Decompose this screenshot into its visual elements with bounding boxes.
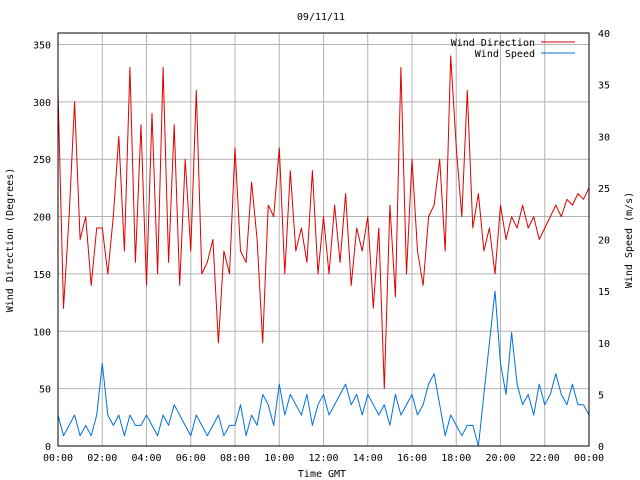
y-right-axis-label: Wind Speed (m/s) bbox=[624, 192, 635, 288]
y-left-tick-label: 0 bbox=[45, 442, 51, 453]
x-tick-label: 10:00 bbox=[264, 453, 294, 464]
y-left-tick-label: 50 bbox=[39, 385, 51, 396]
y-left-tick-labels: 0 50 100 150 200 250 300 350 bbox=[33, 40, 51, 453]
y-left-axis-label: Wind Direction (Degrees) bbox=[5, 168, 16, 313]
grid bbox=[58, 33, 589, 446]
x-tick-label: 04:00 bbox=[131, 453, 161, 464]
y-left-tick-label: 350 bbox=[33, 40, 51, 51]
chart-title: 09/11/11 bbox=[297, 12, 345, 23]
plot-frame bbox=[57, 32, 590, 447]
x-tick-label: 20:00 bbox=[485, 453, 515, 464]
series-line-wind-speed bbox=[57, 290, 590, 447]
x-tick-label: 08:00 bbox=[220, 453, 250, 464]
y-left-tick-label: 100 bbox=[33, 327, 51, 338]
y-right-tick-label: 30 bbox=[598, 132, 610, 143]
x-tick-label: 06:00 bbox=[176, 453, 206, 464]
y-right-tick-label: 15 bbox=[598, 287, 610, 298]
x-tick-label: 02:00 bbox=[87, 453, 117, 464]
x-tick-label: 14:00 bbox=[353, 453, 383, 464]
y-left-tick-label: 150 bbox=[33, 270, 51, 281]
y-right-tick-label: 20 bbox=[598, 236, 610, 247]
x-tick-label: 18:00 bbox=[441, 453, 471, 464]
y-right-tick-label: 0 bbox=[598, 442, 604, 453]
series-layer bbox=[57, 55, 590, 447]
x-tick-label: 00:00 bbox=[574, 453, 604, 464]
legend: Wind Direction Wind Speed bbox=[451, 38, 575, 60]
x-tick-label: 00:00 bbox=[43, 453, 73, 464]
x-tick-label: 16:00 bbox=[397, 453, 427, 464]
y-right-tick-labels: 0 5 10 15 20 25 30 35 40 bbox=[598, 29, 610, 453]
x-tick-labels: 00:00 02:00 04:00 06:00 08:00 10:00 12:00 14:00… bbox=[43, 453, 604, 464]
y-right-tick-label: 35 bbox=[598, 81, 610, 92]
y-right-tick-label: 40 bbox=[598, 29, 610, 40]
y-right-tick-label: 25 bbox=[598, 184, 610, 195]
y-left-tick-label: 200 bbox=[33, 213, 51, 224]
legend-label-wind-speed: Wind Speed bbox=[475, 49, 535, 60]
y-right-tick-label: 10 bbox=[598, 339, 610, 350]
x-axis-label: Time GMT bbox=[298, 469, 346, 480]
y-left-tick-label: 250 bbox=[33, 155, 51, 166]
legend-label-wind-direction: Wind Direction bbox=[451, 38, 535, 49]
x-tick-label: 22:00 bbox=[530, 453, 560, 464]
y-left-tick-label: 300 bbox=[33, 98, 51, 109]
x-tick-label: 12:00 bbox=[308, 453, 338, 464]
series-line-wind-direction bbox=[57, 55, 590, 390]
y-right-tick-label: 5 bbox=[598, 390, 604, 401]
